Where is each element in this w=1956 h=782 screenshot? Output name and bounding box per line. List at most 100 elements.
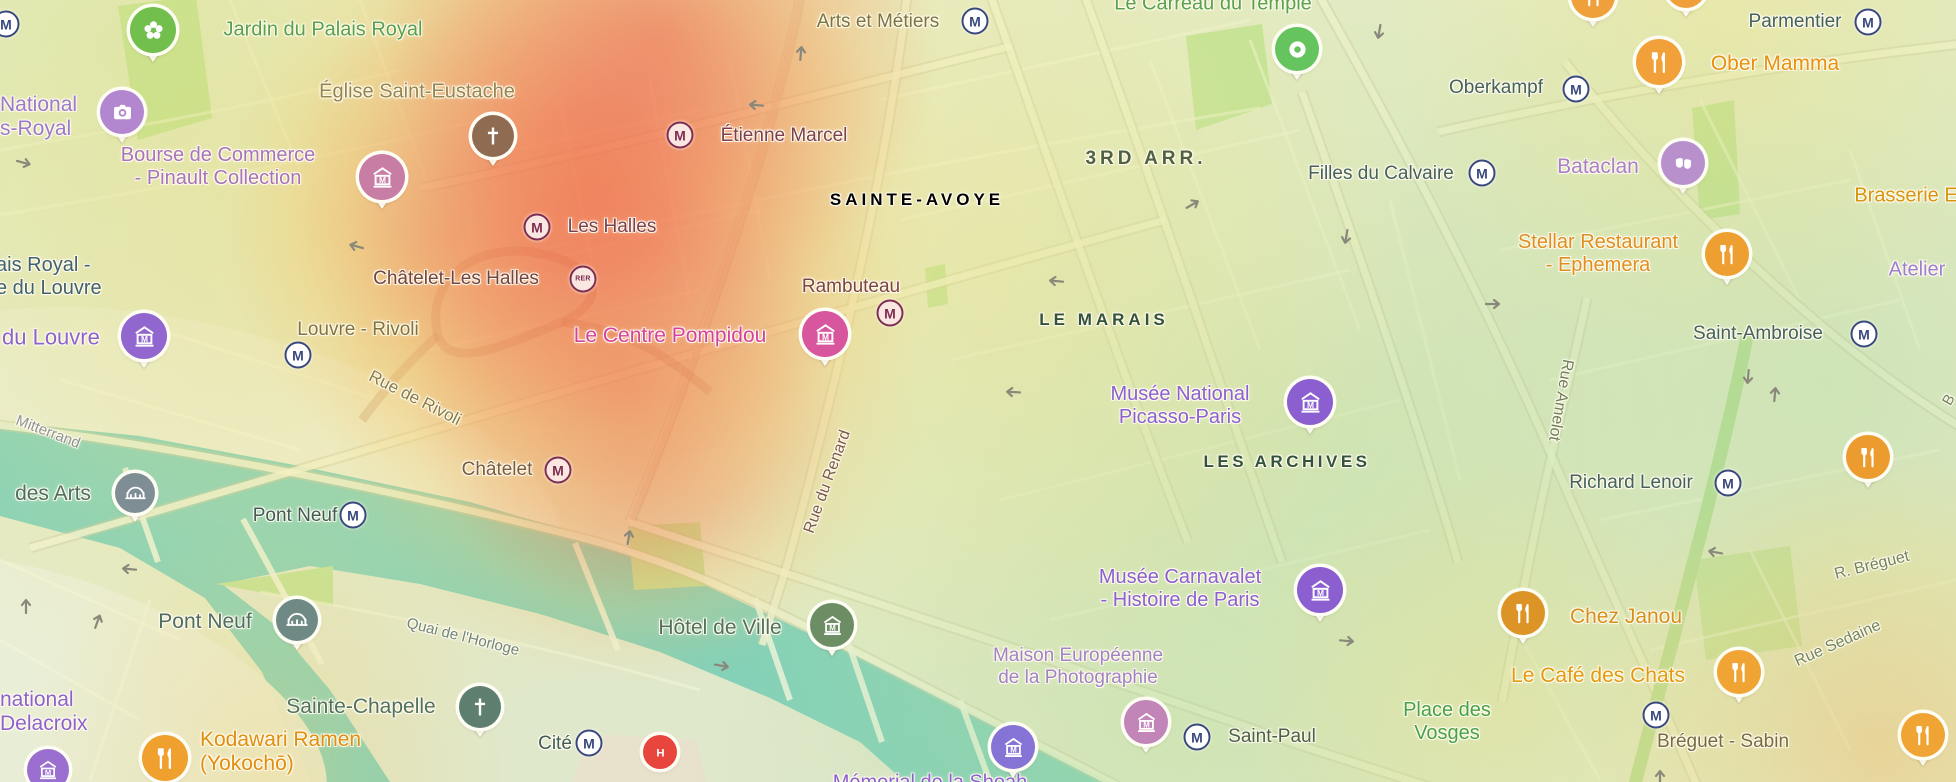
metro-cite-icon[interactable]: M [575,729,603,757]
restaurant-icon [1571,0,1615,18]
musee-picasso-line: Picasso-Paris [1118,406,1242,428]
pont-neuf-bridge-label[interactable]: Pont Neuf [158,609,252,633]
musee-delacroix-label[interactable]: national Delacroix [0,688,88,736]
kodawari-ramen-label[interactable]: Kodawari Ramen (Yokochō) [200,728,361,776]
street-rue-amelot-label: Rue Amelot [1545,357,1577,443]
townhall-icon: M [810,603,854,647]
direction-arrow-icon [1003,386,1022,400]
metro-richard-lenoir-icon[interactable]: M [1714,469,1742,497]
bridge-icon [115,473,155,513]
domaine-national-palais-royal-label[interactable]: National s-Royal [0,93,77,141]
cite-label[interactable]: Cité [538,733,572,755]
atelier-label[interactable]: Atelier [1888,258,1946,281]
direction-arrow-icon [1653,767,1666,782]
jardin-du-palais-royal-label[interactable]: Jardin du Palais Royal [223,18,423,41]
metro-filles-du-calvaire-icon[interactable]: M [1468,159,1496,187]
museum-icon: M [1124,700,1168,744]
metro-arts-et-metiers-icon[interactable]: M [961,7,989,35]
museum-icon: M [359,154,405,200]
stellar-restaurant-line: - Ephemera [1545,254,1651,276]
stellar-restaurant-label[interactable]: Stellar Restaurant - Ephemera [1518,231,1678,277]
oberkampf-label[interactable]: Oberkampf [1449,77,1543,99]
camera-icon [100,90,144,134]
musee-delacroix-line: Delacroix [0,712,88,735]
metro-rambuteau-icon[interactable]: M [876,299,904,327]
palais-royal-musee-du-louvre-station-line: ais Royal - [0,254,91,276]
metro-oberkampf-icon[interactable]: M [1562,75,1590,103]
les-halles-label[interactable]: Les Halles [567,216,657,238]
pont-des-arts-label[interactable]: des Arts [15,481,91,505]
metro-saint-paul-glyph: M [1191,729,1203,745]
musee-du-louvre-label[interactable]: du Louvre [2,324,100,350]
rer-chatelet-les-halles-icon[interactable]: RER [569,265,597,293]
metro-saint-ambroise-icon[interactable]: M [1850,320,1878,348]
maison-europeenne-label[interactable]: Maison Européenne de la Photographie [993,645,1163,689]
metro-filles-du-calvaire-glyph: M [1476,165,1488,181]
palais-royal-musee-du-louvre-station-label[interactable]: ais Royal -e du Louvre [0,254,102,300]
saint-ambroise-label[interactable]: Saint-Ambroise [1693,323,1823,345]
filles-du-calvaire-label[interactable]: Filles du Calvaire [1308,163,1454,185]
parmentier-label[interactable]: Parmentier [1748,11,1842,33]
museum-icon: M [802,311,848,357]
metro-louvre-rivoli-icon[interactable]: M [284,341,312,369]
direction-arrow-icon [1182,193,1204,212]
area-les-archives-label: LES ARCHIVES [1203,452,1371,472]
metro-richard-lenoir-glyph: M [1722,475,1734,491]
area-sainte-avoye-label: SAINTE-AVOYE [829,190,1005,210]
metro-saint-paul-icon[interactable]: M [1183,723,1211,751]
metro-oberkampf-glyph: M [1570,81,1582,97]
hotel-de-ville-label[interactable]: Hôtel de Ville [658,615,782,639]
ober-mamma-label[interactable]: Ober Mamma [1710,51,1840,75]
street-quai-mitterrand-label: Mitterrand [13,411,83,452]
kodawari-ramen-line: Kodawari Ramen [200,727,362,751]
direction-arrow-icon [15,154,35,170]
direction-arrow-icon [793,43,807,62]
svg-text:M: M [1010,745,1017,754]
le-carreau-du-temple-label[interactable]: Le Carreau du Temple [1114,0,1312,15]
metro-etienne-marcel-icon[interactable]: M [666,121,694,149]
church-icon [472,115,514,157]
chez-janou-label[interactable]: Chez Janou [1569,604,1683,628]
museum-icon: M [27,749,69,782]
etienne-marcel-label[interactable]: Étienne Marcel [720,125,848,147]
le-centre-pompidou-label[interactable]: Le Centre Pompidou [573,323,767,347]
bridge-icon [276,599,318,641]
brasserie-label[interactable]: Brasserie E [1854,184,1956,207]
breguet-sabin-label[interactable]: Bréguet - Sabin [1656,731,1790,753]
metro-parmentier-icon[interactable]: M [1854,8,1882,36]
area-3rd-arr-label: 3RD ARR. [1085,148,1207,170]
musee-picasso-label[interactable]: Musée National Picasso-Paris [1111,383,1250,429]
cafe-des-chats-label[interactable]: Le Café des Chats [1511,663,1685,687]
metro-top-left-icon[interactable]: M [0,10,20,38]
saint-paul-label[interactable]: Saint-Paul [1228,726,1316,748]
street-r-breguet-label: R. Bréguet [1832,547,1911,583]
metro-breguet-sabin-icon[interactable]: M [1642,701,1670,729]
direction-arrow-icon [1046,275,1065,289]
memorial-shoah-label[interactable]: Mémorial de la Shoah [833,772,1028,782]
pont-neuf-station-label[interactable]: Pont Neuf [252,505,338,527]
museum-icon: M [991,725,1035,769]
metro-chatelet-icon[interactable]: M [544,456,572,484]
chatelet-les-halles-label[interactable]: Châtelet-Les Halles [373,268,539,290]
svg-text:M: M [378,174,385,184]
kodawari-ramen-line: (Yokochō) [200,752,294,775]
chatelet-label[interactable]: Châtelet [461,459,533,481]
sainte-chapelle-label[interactable]: Sainte-Chapelle [286,694,436,718]
direction-arrow-icon [345,239,365,255]
bourse-de-commerce-label[interactable]: Bourse de Commerce - Pinault Collection [121,144,316,190]
restaurant-icon [1705,232,1749,276]
musee-carnavalet-label[interactable]: Musée Carnavalet - Histoire de Paris [1099,566,1261,612]
svg-text:M: M [45,768,51,777]
direction-arrow-icon [1338,633,1358,647]
louvre-rivoli-label[interactable]: Louvre - Rivoli [297,319,419,341]
metro-les-halles-icon[interactable]: M [523,213,551,241]
richard-lenoir-label[interactable]: Richard Lenoir [1569,472,1693,494]
place-des-vosges-label[interactable]: Place des Vosges [1403,699,1491,745]
metro-rambuteau-glyph: M [884,305,896,321]
rambuteau-label[interactable]: Rambuteau [801,276,901,298]
bataclan-label[interactable]: Bataclan [1557,154,1639,178]
arts-et-metiers-label[interactable]: Arts et Métiers [816,11,940,33]
eglise-saint-eustache-label[interactable]: Église Saint-Eustache [319,80,515,103]
metro-pont-neuf-icon[interactable]: M [339,501,367,529]
